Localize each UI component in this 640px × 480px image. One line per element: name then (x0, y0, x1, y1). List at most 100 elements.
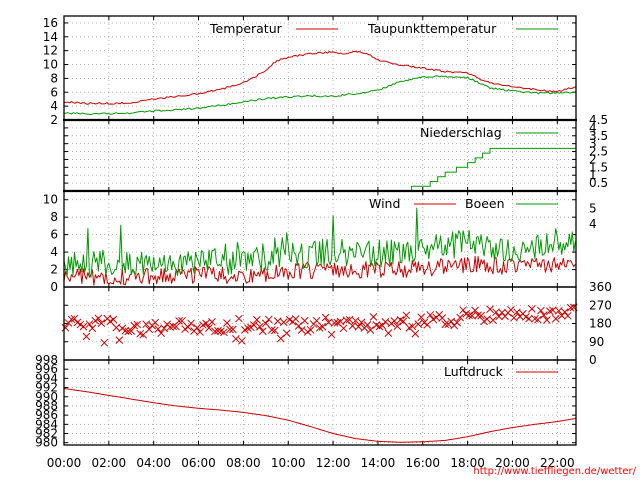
direction-point (339, 324, 348, 333)
panel-frame (63, 359, 577, 446)
direction-point (402, 311, 411, 320)
direction-point (492, 308, 500, 317)
direction-point (351, 316, 360, 325)
direction-point (486, 305, 494, 314)
direction-point (378, 321, 387, 330)
y-tick-label: 986 (35, 408, 58, 422)
direction-point (196, 328, 204, 336)
y-tick-label: 0.5 (589, 176, 608, 190)
y-tick-label: 12 (43, 44, 58, 58)
y-tick-label: 992 (35, 381, 58, 395)
y-tick-label: 990 (35, 390, 58, 404)
direction-point (238, 336, 246, 345)
direction-point (142, 320, 151, 329)
direction-point (345, 315, 354, 324)
direction-point (255, 322, 264, 331)
y2-tick-label: 5 (589, 201, 597, 215)
credit-link[interactable]: http://www.tieffliegen.de/wetter/ (473, 466, 636, 477)
direction-point (411, 329, 420, 338)
direction-point (94, 314, 103, 323)
direction-point (82, 332, 91, 341)
legend-label: Taupunkttemperatur (367, 21, 497, 36)
direction-point (312, 316, 321, 325)
y-tick-label: 4 (50, 245, 58, 259)
direction-point (357, 318, 366, 327)
legend-label: Niederschlag (420, 125, 502, 140)
y-tick-label: 1 (589, 168, 597, 182)
direction-point (214, 326, 222, 335)
direction-point (184, 323, 192, 331)
direction-point (220, 328, 228, 337)
direction-point (390, 317, 399, 325)
x-tick-label: 08:00 (226, 456, 261, 470)
panel-1: 0.511.522.533.544.5 Niederschlag (63, 113, 608, 192)
direction-point (393, 322, 402, 331)
direction-point (175, 317, 183, 325)
direction-point (187, 319, 195, 328)
direction-point (453, 318, 462, 327)
direction-point (408, 322, 417, 331)
direction-point (109, 315, 118, 324)
direction-point (417, 313, 426, 322)
y-tick-label: 90 (589, 335, 604, 349)
direction-point (61, 323, 70, 332)
direction-point (273, 317, 282, 326)
x-tick-label: 22:00 (540, 456, 575, 470)
direction-point (531, 314, 539, 323)
y-tick-label: 2 (50, 263, 58, 277)
y-tick-label: 10 (43, 58, 58, 72)
direction-point (324, 318, 333, 327)
direction-point (166, 323, 174, 331)
direction-point (468, 311, 476, 320)
direction-point (115, 336, 124, 344)
direction-point (279, 318, 288, 327)
direction-point (537, 306, 545, 315)
direction-point (267, 326, 276, 334)
direction-point (510, 313, 518, 322)
direction-point (133, 320, 142, 329)
y-tick-label: 4 (50, 99, 58, 113)
direction-point (235, 314, 243, 323)
y-tick-label: 4.5 (589, 113, 608, 127)
x-tick-label: 14:00 (361, 456, 396, 470)
direction-point (414, 320, 423, 328)
direction-point (551, 314, 560, 323)
legend-label: Luftdruck (444, 364, 504, 379)
series-line-1-0 (64, 147, 576, 192)
direction-point (291, 315, 300, 323)
direction-point (381, 318, 390, 326)
direction-point (540, 311, 548, 320)
direction-point (456, 313, 464, 322)
direction-point (244, 324, 252, 333)
y-tick-label: 8 (50, 71, 58, 85)
direction-point (297, 326, 306, 334)
direction-point (151, 318, 160, 327)
y-tick-label: 982 (35, 427, 58, 441)
direction-point (178, 316, 186, 325)
direction-point (67, 315, 76, 324)
direction-point (318, 322, 327, 331)
y-tick-label: 998 (35, 353, 58, 367)
y-tick-label: 0 (50, 280, 58, 294)
series-line-4-0 (63, 388, 577, 443)
direction-point (211, 327, 219, 336)
direction-point (525, 314, 533, 323)
direction-point (513, 308, 521, 317)
direction-point (560, 308, 569, 316)
direction-point (399, 317, 408, 326)
x-tick-label: 04:00 (136, 456, 171, 470)
direction-point (495, 312, 503, 321)
direction-point (294, 322, 303, 330)
direction-point (369, 312, 378, 321)
direction-point (226, 325, 234, 334)
x-tick-label: 06:00 (181, 456, 216, 470)
direction-point (528, 305, 536, 313)
y-tick-label: 996 (35, 362, 58, 376)
direction-point (232, 334, 240, 343)
y-tick-label: 984 (35, 417, 58, 431)
direction-point (330, 319, 339, 327)
x-tick-label: 16:00 (405, 456, 440, 470)
direction-point (282, 329, 291, 338)
y-tick-label: 6 (50, 85, 58, 99)
direction-point (306, 326, 315, 334)
